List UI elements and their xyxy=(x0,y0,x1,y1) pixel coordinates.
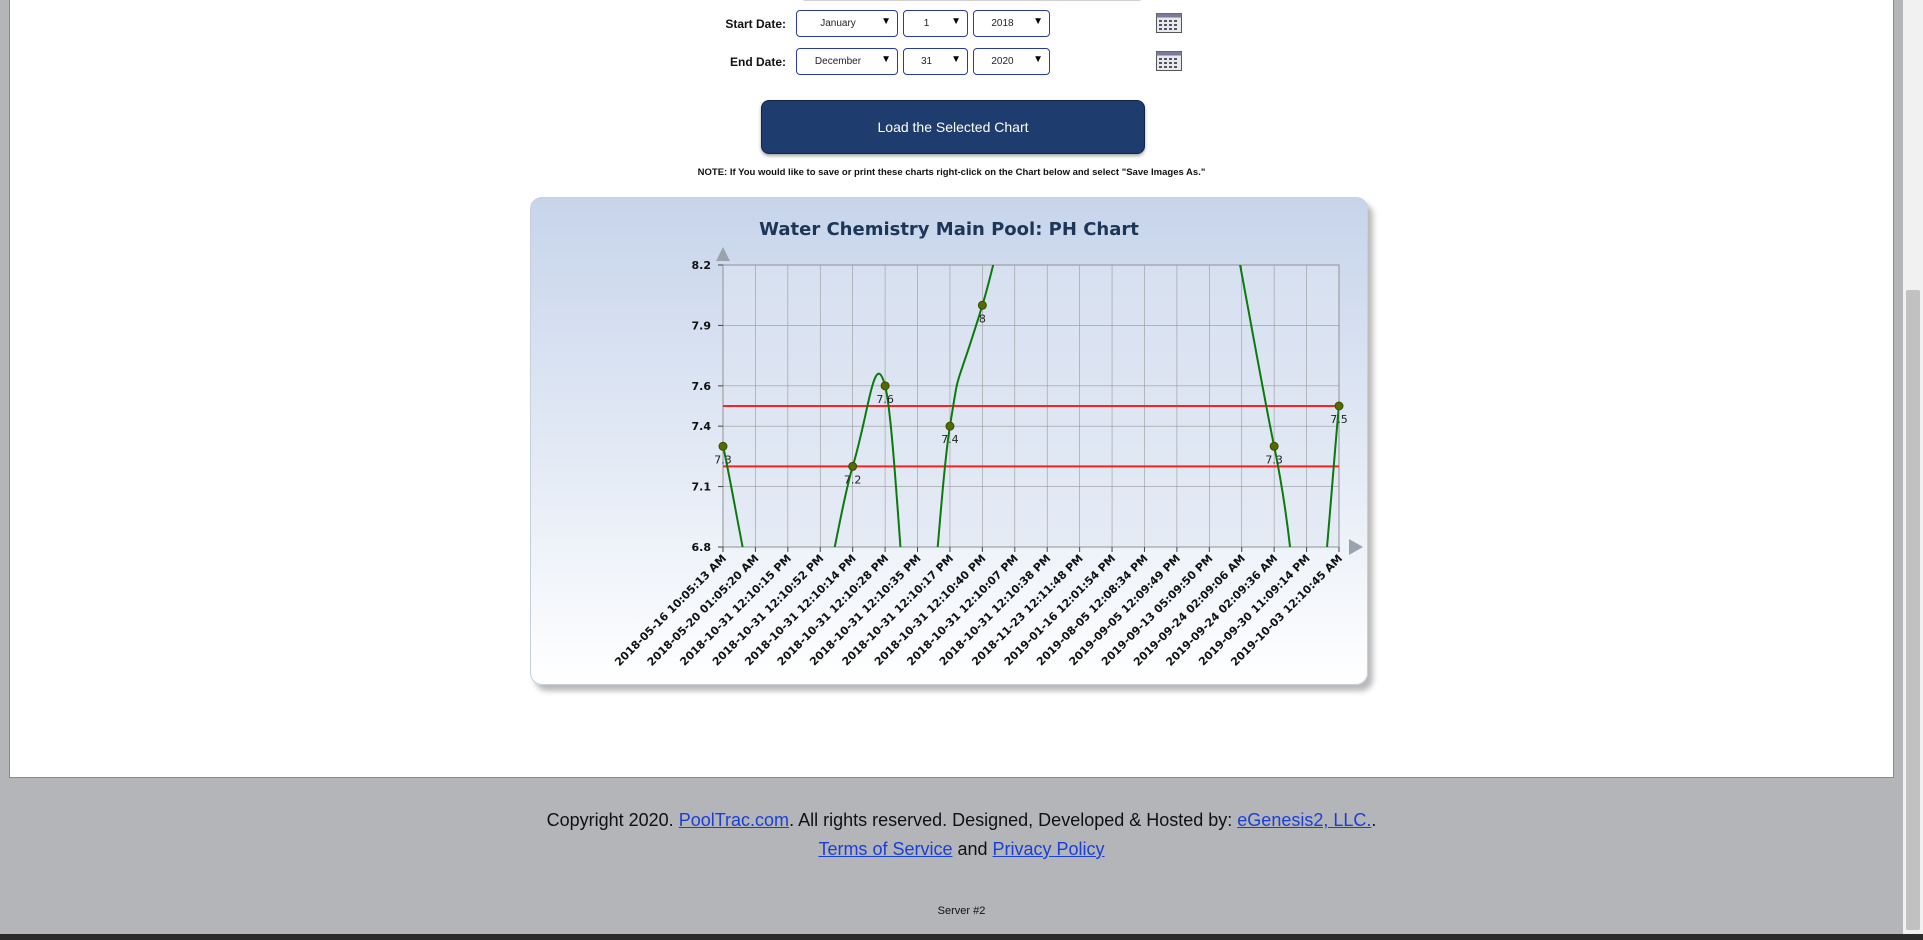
egenesis-link[interactable]: eGenesis2, LLC. xyxy=(1237,810,1372,830)
y-tick-label: 7.6 xyxy=(692,380,712,393)
chevron-down-icon: ▼ xyxy=(1033,16,1043,27)
start-day-select[interactable]: 1 ▼ xyxy=(903,10,968,37)
save-note: NOTE: If You would like to save or print… xyxy=(697,167,1206,178)
start-month-select[interactable]: January ▼ xyxy=(796,10,898,37)
data-point xyxy=(718,441,728,451)
start-month-value: January xyxy=(820,18,856,29)
privacy-link[interactable]: Privacy Policy xyxy=(992,839,1105,859)
footer-legal: Terms of Service and Privacy Policy xyxy=(0,839,1923,860)
y-tick-label: 8.2 xyxy=(692,259,712,272)
start-year-select[interactable]: 2018 ▼ xyxy=(973,10,1050,37)
server-label: Server #2 xyxy=(937,905,986,917)
end-month-select[interactable]: December ▼ xyxy=(796,48,898,75)
pooltrac-link[interactable]: PoolTrac.com xyxy=(678,810,790,830)
taskbar xyxy=(0,934,1923,940)
chevron-down-icon: ▼ xyxy=(1033,54,1043,65)
chevron-down-icon: ▼ xyxy=(881,16,891,27)
data-label: 7.4 xyxy=(941,433,959,446)
data-label: 7.3 xyxy=(714,453,732,466)
rights-text: . All rights reserved. Designed, Develop… xyxy=(789,810,1238,830)
data-label: 7.6 xyxy=(876,393,894,406)
data-point xyxy=(848,461,858,471)
scrollbar-thumb[interactable] xyxy=(1906,290,1920,930)
end-month-value: December xyxy=(814,56,862,67)
chart-title: Water Chemistry Main Pool: PH Chart xyxy=(759,219,1139,240)
end-day-value: 31 xyxy=(920,56,933,67)
x-axis-arrow-icon xyxy=(1349,539,1363,555)
y-tick-label: 7.9 xyxy=(692,319,712,332)
start-year-value: 2018 xyxy=(991,18,1014,29)
ph-series-line xyxy=(723,265,1339,547)
end-date-label: End Date: xyxy=(729,55,786,69)
chevron-down-icon: ▼ xyxy=(881,54,891,65)
data-point xyxy=(977,300,987,310)
ph-chart: Water Chemistry Main Pool: PH Chart 6.8 7… xyxy=(612,219,1363,669)
period-text: . xyxy=(1371,810,1377,830)
y-axis-arrow-icon xyxy=(716,247,730,261)
y-tick-label: 7.1 xyxy=(692,481,712,494)
data-point xyxy=(1334,401,1344,411)
copyright-text: Copyright 2020. xyxy=(546,810,679,830)
data-label: 7.3 xyxy=(1265,453,1283,466)
chevron-down-icon: ▼ xyxy=(951,54,961,65)
data-point xyxy=(945,421,955,431)
data-label: 7.2 xyxy=(844,473,862,486)
and-text: and xyxy=(952,839,993,859)
start-date-label: Start Date: xyxy=(725,17,786,31)
end-day-select[interactable]: 31 ▼ xyxy=(903,48,968,75)
end-year-value: 2020 xyxy=(991,56,1014,67)
data-point xyxy=(880,381,890,391)
data-label: 8 xyxy=(979,312,986,325)
chevron-down-icon: ▼ xyxy=(951,16,961,27)
calendar-icon[interactable] xyxy=(1156,51,1182,71)
start-day-value: 1 xyxy=(923,18,930,29)
y-tick-label: 6.8 xyxy=(692,541,712,554)
end-year-select[interactable]: 2020 ▼ xyxy=(973,48,1050,75)
top-divider xyxy=(802,0,1142,1)
data-label: 7.5 xyxy=(1330,413,1348,426)
footer-copyright: Copyright 2020. PoolTrac.com. All rights… xyxy=(0,810,1923,831)
y-tick-label: 7.4 xyxy=(692,420,712,433)
data-point xyxy=(1269,441,1279,451)
calendar-icon[interactable] xyxy=(1156,13,1182,33)
terms-link[interactable]: Terms of Service xyxy=(818,839,953,859)
load-chart-button[interactable]: Load the Selected Chart xyxy=(761,100,1145,154)
